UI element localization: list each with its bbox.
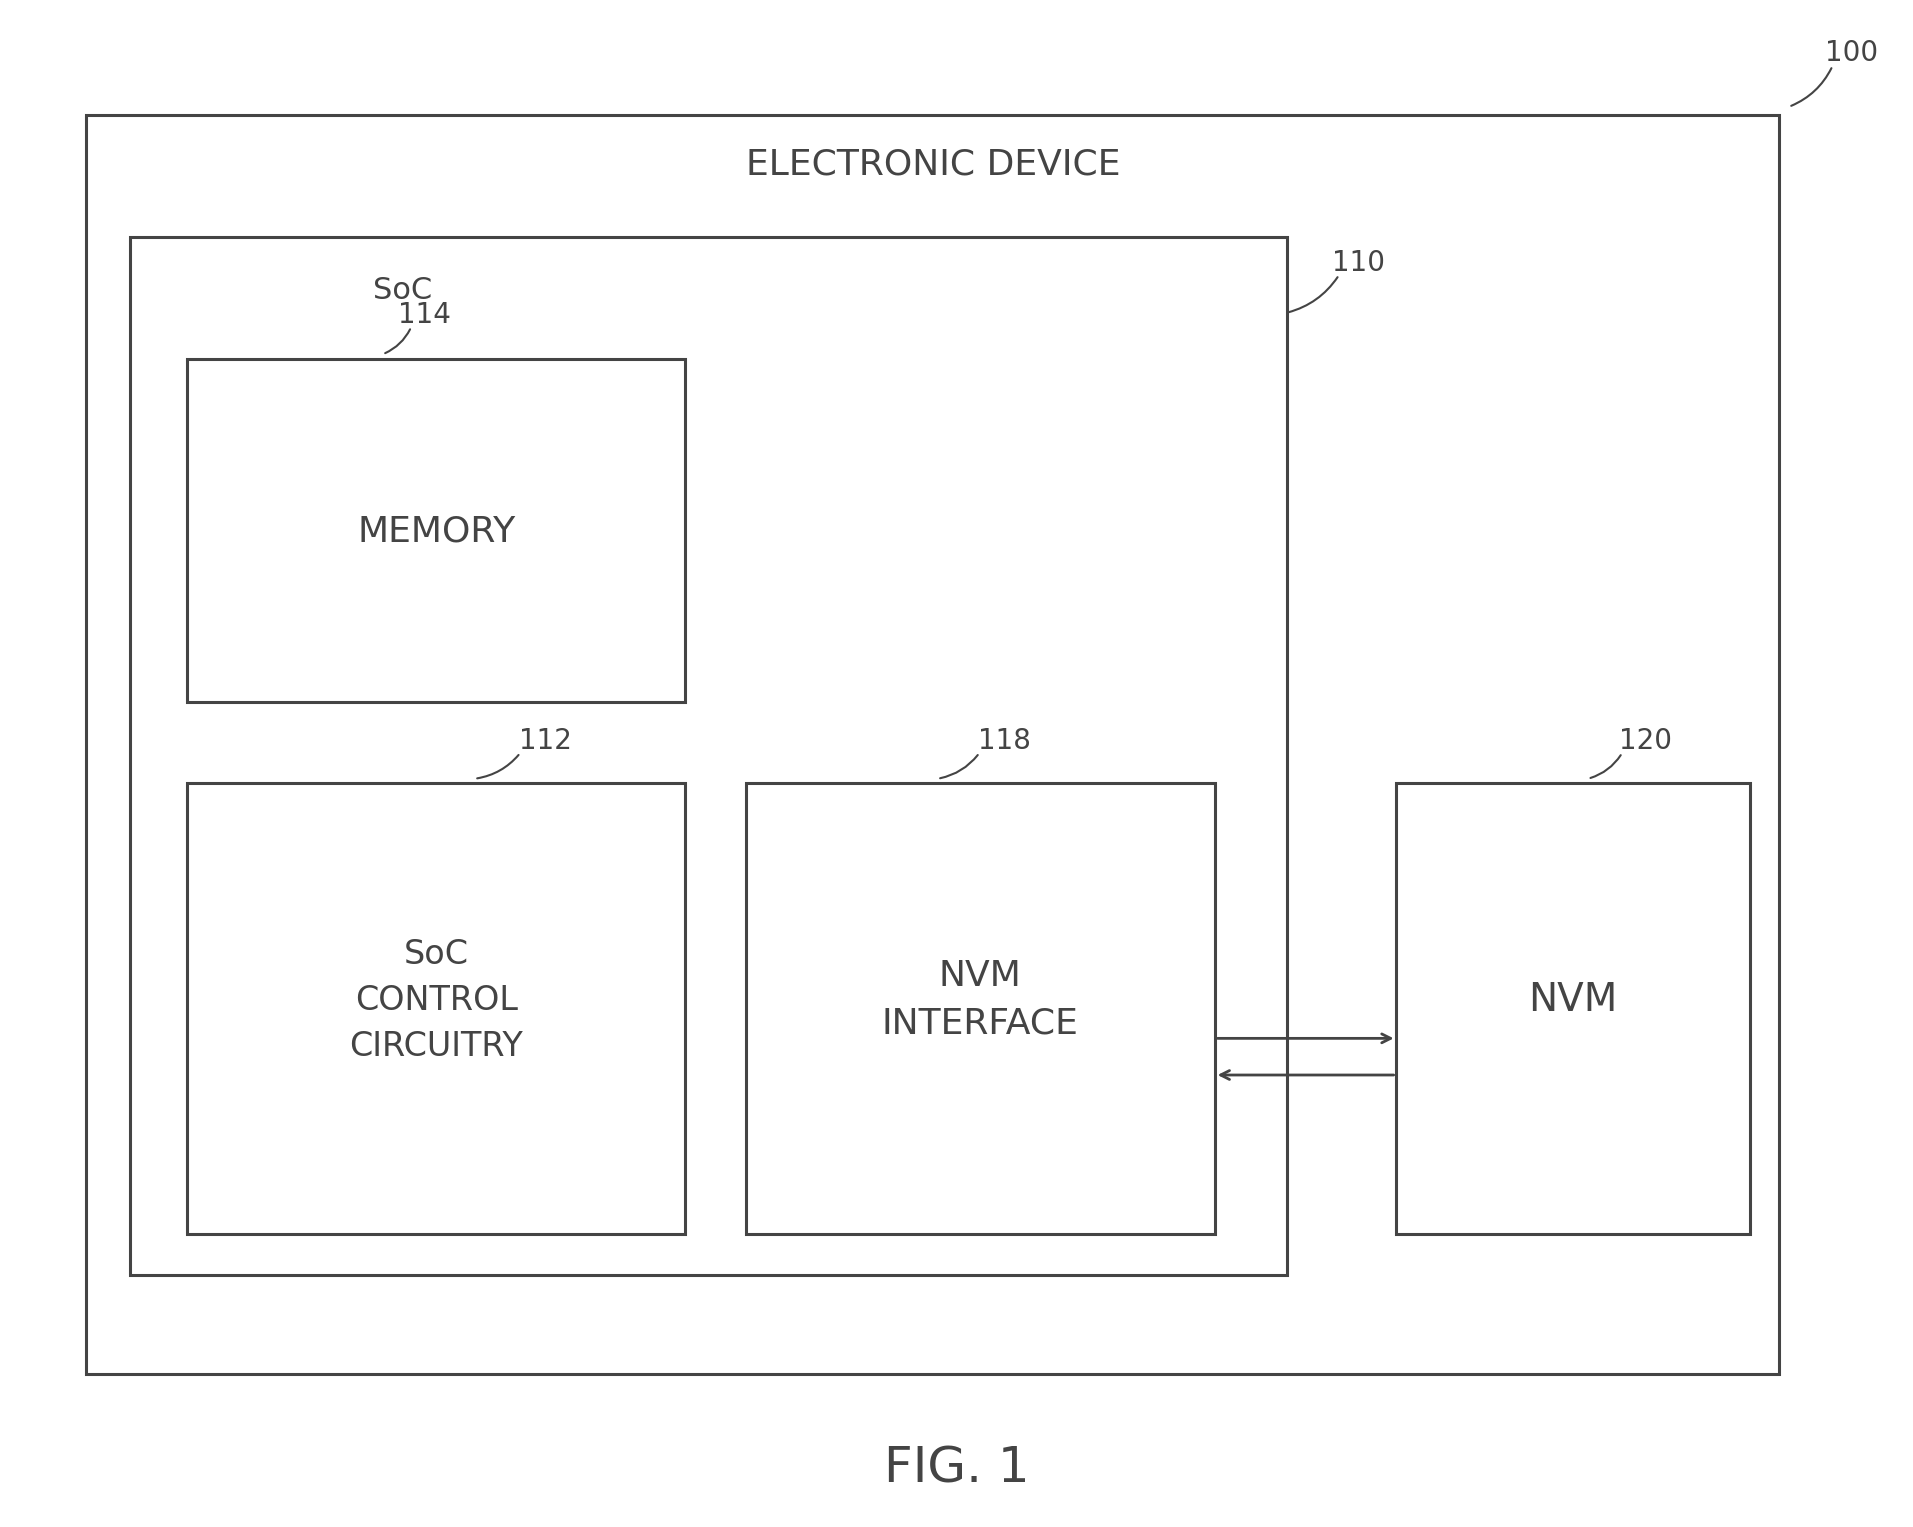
Bar (187, 359, 685, 702)
Text: 110: 110 (1331, 249, 1385, 276)
Text: 100: 100 (1825, 40, 1879, 67)
Text: FIG. 1: FIG. 1 (884, 1445, 1029, 1493)
Text: NVM
INTERFACE: NVM INTERFACE (882, 959, 1077, 1041)
Text: ELECTRONIC DEVICE: ELECTRONIC DEVICE (746, 148, 1121, 182)
Text: 114: 114 (398, 301, 451, 328)
Bar (130, 237, 1287, 1275)
Text: SoC
CONTROL
CIRCUITRY: SoC CONTROL CIRCUITRY (350, 938, 522, 1063)
Text: MEMORY: MEMORY (358, 515, 515, 548)
Text: 112: 112 (518, 727, 572, 754)
Text: 118: 118 (978, 727, 1031, 754)
Text: SoC: SoC (373, 276, 432, 304)
Bar (746, 783, 1215, 1234)
Text: 120: 120 (1618, 727, 1672, 754)
Bar (187, 783, 685, 1234)
Bar (86, 115, 1779, 1374)
Text: NVM: NVM (1528, 982, 1616, 1019)
Bar (1396, 783, 1750, 1234)
